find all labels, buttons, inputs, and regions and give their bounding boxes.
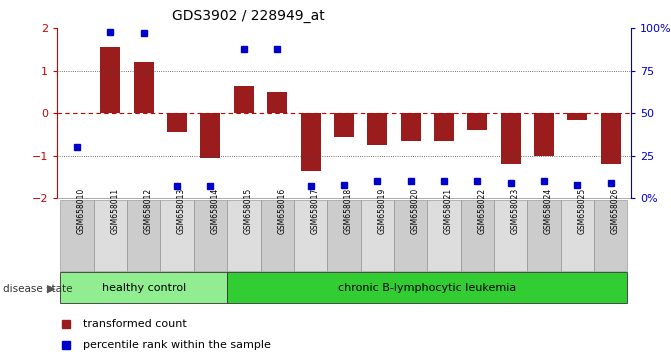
Bar <box>568 113 587 120</box>
FancyBboxPatch shape <box>327 200 360 271</box>
FancyBboxPatch shape <box>360 200 394 271</box>
Bar <box>101 47 120 113</box>
FancyBboxPatch shape <box>294 200 327 271</box>
Text: GSM658018: GSM658018 <box>344 188 353 234</box>
Text: GSM658016: GSM658016 <box>277 188 286 234</box>
Text: chronic B-lymphocytic leukemia: chronic B-lymphocytic leukemia <box>338 282 517 293</box>
Text: ▶: ▶ <box>46 284 55 293</box>
Text: GSM658017: GSM658017 <box>311 188 319 234</box>
Text: GSM658025: GSM658025 <box>577 188 586 234</box>
Bar <box>301 113 321 171</box>
Bar <box>401 113 421 141</box>
Text: GDS3902 / 228949_at: GDS3902 / 228949_at <box>172 9 325 23</box>
FancyBboxPatch shape <box>527 200 561 271</box>
FancyBboxPatch shape <box>460 200 494 271</box>
FancyBboxPatch shape <box>394 200 427 271</box>
Text: percentile rank within the sample: percentile rank within the sample <box>83 340 271 350</box>
Bar <box>134 62 154 113</box>
Text: GSM658019: GSM658019 <box>377 188 386 234</box>
Text: GSM658022: GSM658022 <box>477 188 486 234</box>
Bar <box>234 86 254 113</box>
FancyBboxPatch shape <box>227 200 260 271</box>
Text: GSM658012: GSM658012 <box>144 188 153 234</box>
Text: GSM658010: GSM658010 <box>77 188 86 234</box>
Bar <box>534 113 554 156</box>
FancyBboxPatch shape <box>594 200 627 271</box>
Bar <box>267 92 287 113</box>
FancyBboxPatch shape <box>260 200 294 271</box>
FancyBboxPatch shape <box>194 200 227 271</box>
Text: disease state: disease state <box>3 284 73 293</box>
Bar <box>467 113 487 130</box>
FancyBboxPatch shape <box>60 273 227 303</box>
FancyBboxPatch shape <box>227 273 627 303</box>
FancyBboxPatch shape <box>127 200 160 271</box>
Text: transformed count: transformed count <box>83 319 187 329</box>
Bar <box>367 113 387 145</box>
Bar <box>501 113 521 164</box>
FancyBboxPatch shape <box>427 200 460 271</box>
Text: GSM658024: GSM658024 <box>544 188 553 234</box>
Bar <box>601 113 621 164</box>
Text: GSM658014: GSM658014 <box>211 188 219 234</box>
Text: GSM658023: GSM658023 <box>511 188 519 234</box>
FancyBboxPatch shape <box>561 200 594 271</box>
Text: GSM658021: GSM658021 <box>444 188 453 234</box>
FancyBboxPatch shape <box>160 200 194 271</box>
Text: GSM658026: GSM658026 <box>611 188 620 234</box>
Text: healthy control: healthy control <box>101 282 186 293</box>
Text: GSM658011: GSM658011 <box>111 188 119 234</box>
Bar <box>434 113 454 141</box>
FancyBboxPatch shape <box>94 200 127 271</box>
FancyBboxPatch shape <box>494 200 527 271</box>
Bar <box>201 113 221 158</box>
Text: GSM658013: GSM658013 <box>177 188 186 234</box>
FancyBboxPatch shape <box>60 200 94 271</box>
Text: GSM658020: GSM658020 <box>411 188 419 234</box>
Text: GSM658015: GSM658015 <box>244 188 253 234</box>
Bar <box>167 113 187 132</box>
Bar <box>334 113 354 137</box>
